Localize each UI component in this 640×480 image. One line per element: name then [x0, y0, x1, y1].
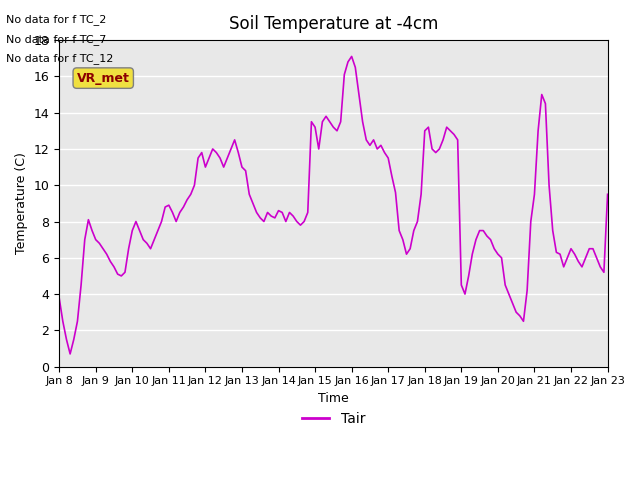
Text: VR_met: VR_met — [77, 72, 130, 84]
Legend: Tair: Tair — [296, 407, 371, 432]
Text: No data for f TC_7: No data for f TC_7 — [6, 34, 107, 45]
Y-axis label: Temperature (C): Temperature (C) — [15, 153, 28, 254]
Text: No data for f TC_2: No data for f TC_2 — [6, 14, 107, 25]
X-axis label: Time: Time — [318, 392, 349, 405]
Title: Soil Temperature at -4cm: Soil Temperature at -4cm — [228, 15, 438, 33]
Text: No data for f TC_12: No data for f TC_12 — [6, 53, 114, 64]
